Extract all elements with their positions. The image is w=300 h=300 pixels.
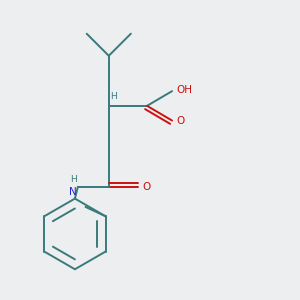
Text: O: O: [176, 116, 185, 126]
Text: N: N: [69, 188, 76, 197]
Text: H: H: [70, 175, 76, 184]
Text: H: H: [110, 92, 117, 100]
Text: OH: OH: [176, 85, 193, 94]
Text: O: O: [142, 182, 151, 192]
